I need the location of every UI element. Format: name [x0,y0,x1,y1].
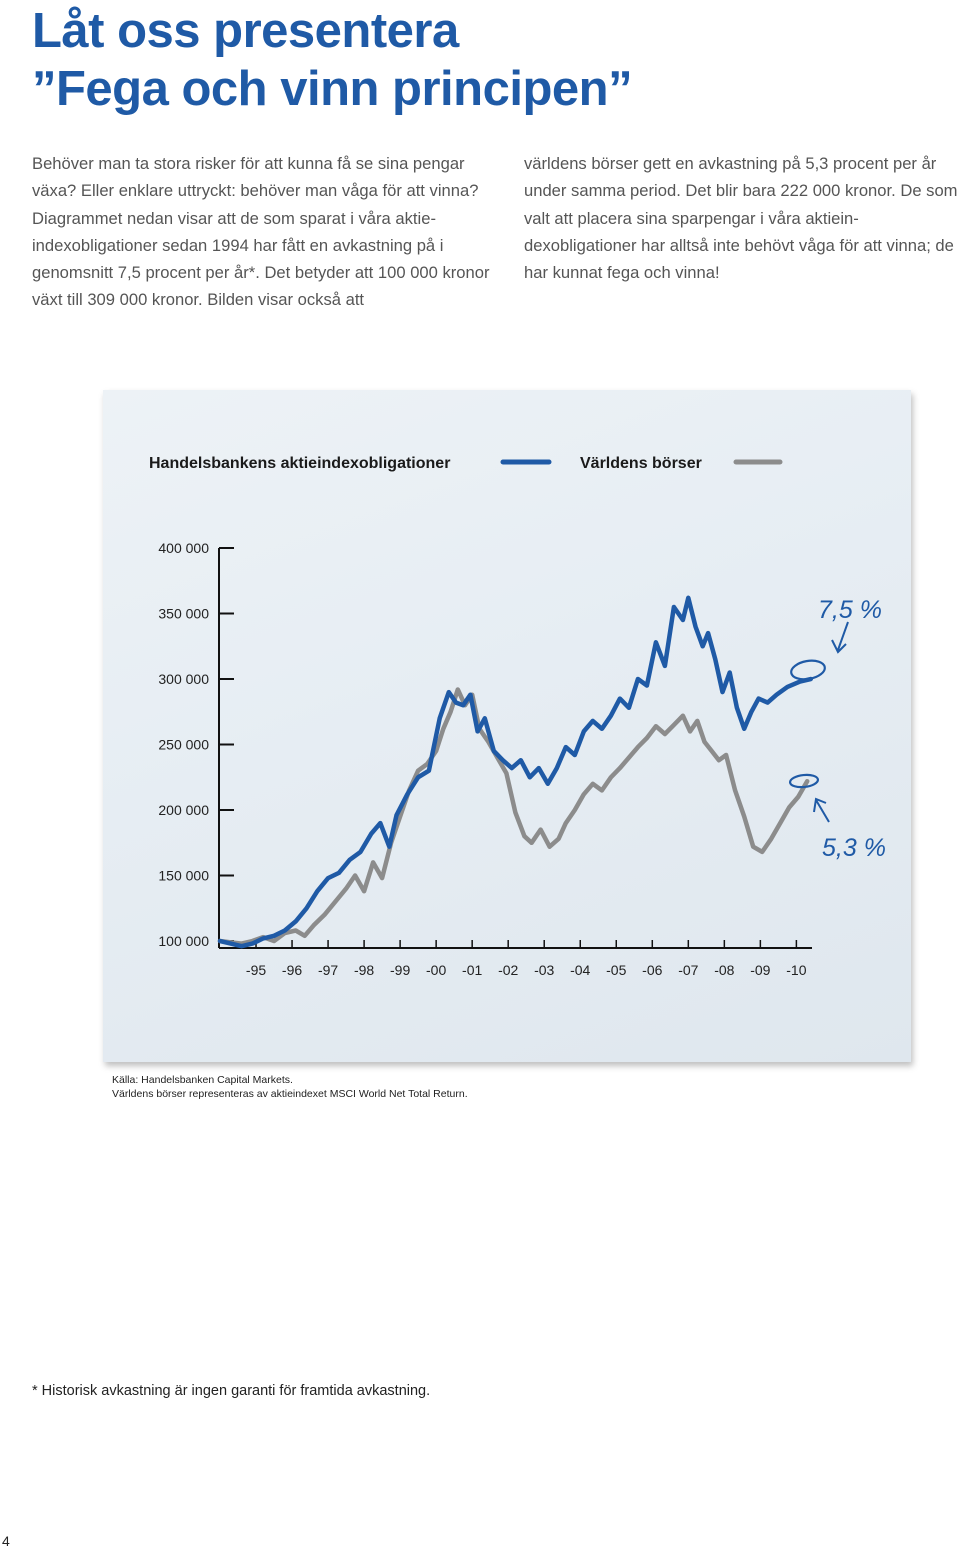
annotation-circle-handelsbanken [790,659,826,681]
y-tick-label: 350 000 [158,606,209,622]
chart-lines [217,595,814,949]
x-tick-label: -08 [714,962,734,978]
body-text-right: världens börser gett en avkastning på 5,… [524,154,958,283]
x-tick-label: -01 [462,962,482,978]
annotation-arrow-varldens-borser [813,797,830,823]
x-tick-label: -98 [354,962,374,978]
x-tick-label: -96 [282,962,302,978]
y-tick-label: 300 000 [158,671,209,687]
source-line-1: Källa: Handelsbanken Capital Markets. [112,1074,293,1086]
annotation-handelsbanken: 7,5 % [818,596,882,624]
series-line-handelsbanken [217,595,814,949]
y-tick-label: 150 000 [158,868,209,884]
page-title: Låt oss presentera ”Fega och vinn princi… [32,2,633,118]
annotation-varldens-borser: 5,3 % [822,834,886,862]
x-tick-label: -03 [534,962,554,978]
line-chart: Handelsbankens aktieindexobligationer Vä… [149,455,886,978]
footnote: * Historisk avkastning är ingen garanti … [32,1383,431,1399]
annotation-circle-varldens-borser [788,773,820,789]
y-tick-label: 400 000 [158,540,209,556]
y-tick-label: 250 000 [158,737,209,753]
x-tick-label: -95 [246,962,266,978]
x-tick-label: -05 [606,962,626,978]
x-tick-label: -04 [570,962,590,978]
chart-paper [103,390,911,1062]
legend-label-handelsbanken: Handelsbankens aktieindexobligationer [149,455,450,472]
x-tick-label: -06 [642,962,662,978]
source-line-2: Världens börser representeras av aktiein… [112,1088,468,1100]
chart-annotations: 7,5 % 5,3 % [788,596,886,862]
x-tick-label: -02 [498,962,518,978]
x-tick-label: -09 [750,962,770,978]
x-tick-label: -99 [390,962,410,978]
x-tick-label: -97 [318,962,338,978]
legend-label-varldens-borser: Världens börser [580,455,702,472]
chart-legend: Handelsbankens aktieindexobligationer Vä… [149,455,783,472]
chart-axes: 400 000 350 000 300 000 250 000 200 000 150 0… [158,540,812,978]
x-tick-label: -10 [786,962,806,978]
title-line-2: ”Fega och vinn principen” [32,62,633,116]
y-tick-label: 100 000 [158,933,209,949]
x-tick-label: -00 [426,962,446,978]
series-line-varldens-borser [217,687,810,946]
page-number: 4 [2,1533,10,1549]
x-tick-label: -07 [678,962,698,978]
body-text-left: Behöver man ta stora risker för att kunn… [32,154,490,310]
y-tick-label: 200 000 [158,802,209,818]
annotation-arrow-handelsbanken [831,621,849,654]
chart-source: Källa: Handelsbanken Capital Markets. Vä… [112,1073,468,1101]
title-line-1: Låt oss presentera [32,4,459,58]
